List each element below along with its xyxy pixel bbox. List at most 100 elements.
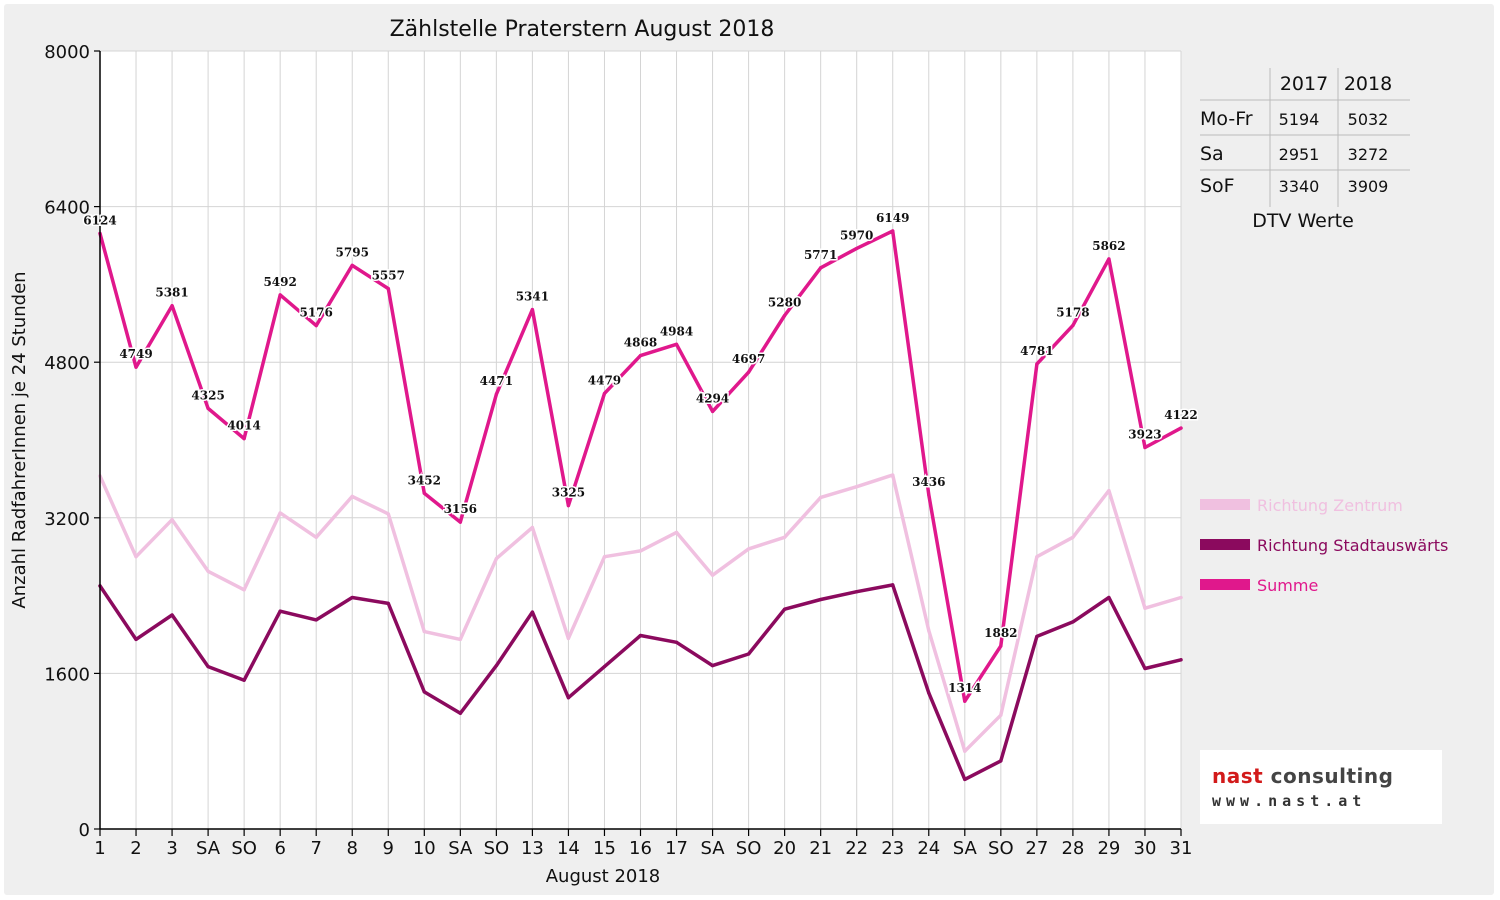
data-label-5: 5492 — [263, 275, 296, 289]
logo-url: www.nast.at — [1212, 792, 1367, 810]
data-label-27: 5178 — [1056, 305, 1089, 319]
x-tick-label-29: 30 — [1134, 838, 1157, 859]
data-label-28: 5862 — [1092, 239, 1125, 253]
x-tick-label-18: SO — [736, 838, 762, 859]
data-label-13: 3325 — [552, 486, 585, 500]
point-richtung-stadtausw-rts-3 — [206, 664, 210, 669]
x-tick-label-10: SA — [448, 838, 473, 859]
legend: Richtung Zentrum Richtung Stadtauswärts Su… — [1200, 496, 1448, 595]
point-richtung-stadtausw-rts-20 — [819, 597, 823, 602]
legend-label-richtung-stadtausw-rts: Richtung Stadtauswärts — [1257, 536, 1448, 555]
x-tick-label-6: 7 — [310, 838, 321, 859]
x-tick-label-25: SO — [988, 838, 1014, 859]
point-richtung-stadtausw-rts-1 — [134, 637, 138, 641]
y-axis-label: Anzahl RadfahrerInnen je 24 Stunden — [9, 271, 30, 608]
point-richtung-stadtausw-rts-23 — [927, 691, 931, 695]
data-label-1: 4749 — [119, 347, 152, 361]
logo-wordmark: nast consulting — [1212, 764, 1393, 788]
y-tick-label-0: 0 — [79, 820, 90, 841]
point-richtung-stadtausw-rts-24 — [963, 777, 967, 782]
point-richtung-stadtausw-rts-25 — [999, 759, 1003, 763]
data-label-10: 3156 — [444, 502, 477, 516]
data-label-8: 5557 — [372, 269, 405, 283]
data-label-29: 3923 — [1128, 427, 1161, 441]
x-tick-label-17: SA — [701, 838, 726, 859]
point-summe-26 — [1035, 362, 1039, 366]
point-summe-4 — [242, 437, 246, 441]
dtv-row-label-sa: Sa — [1200, 143, 1224, 165]
data-label-4: 4014 — [227, 419, 260, 433]
point-summe-29 — [1143, 445, 1147, 450]
point-richtung-zentrum-28 — [1107, 488, 1111, 493]
point-summe-9 — [422, 491, 426, 495]
data-label-23: 3436 — [912, 475, 945, 489]
point-richtung-stadtausw-rts-22 — [891, 583, 895, 587]
chart-title: Zählstelle Praterstern August 2018 — [390, 17, 775, 42]
point-richtung-stadtausw-rts-8 — [386, 601, 390, 605]
point-richtung-stadtausw-rts-7 — [350, 595, 354, 600]
x-tick-label-4: SO — [231, 838, 257, 859]
dtv-cell-sa-2017: 2951 — [1279, 145, 1320, 164]
data-label-15: 4868 — [624, 336, 657, 350]
data-label-16: 4984 — [660, 324, 693, 338]
point-richtung-stadtausw-rts-17 — [710, 664, 715, 668]
legend-swatch-richtung-stadtausw-rts — [1200, 539, 1250, 550]
point-summe-8 — [386, 286, 390, 291]
point-summe-11 — [494, 392, 498, 396]
point-summe-28 — [1107, 257, 1111, 261]
nast-consulting-logo: nast consulting www.nast.at — [1200, 750, 1442, 824]
point-summe-7 — [350, 263, 354, 268]
dtv-header-2018: 2018 — [1344, 73, 1392, 95]
point-richtung-zentrum-19 — [783, 535, 787, 539]
point-summe-12 — [530, 307, 535, 312]
data-label-24: 1314 — [948, 681, 981, 695]
data-label-19: 5280 — [768, 296, 801, 310]
x-tick-label-0: 1 — [94, 838, 105, 859]
data-label-7: 5795 — [336, 245, 369, 259]
x-tick-label-21: 22 — [845, 838, 868, 859]
legend-swatch-richtung-zentrum — [1200, 499, 1250, 510]
x-tick-label-11: SO — [484, 838, 510, 859]
x-tick-label-30: 31 — [1170, 838, 1193, 859]
point-richtung-zentrum-24 — [963, 749, 967, 753]
point-richtung-stadtausw-rts-5 — [278, 609, 282, 613]
point-summe-19 — [783, 313, 787, 318]
point-summe-6 — [314, 324, 318, 328]
logo-wordmark-rest: consulting — [1263, 764, 1394, 788]
point-richtung-zentrum-12 — [530, 525, 535, 530]
point-richtung-zentrum-5 — [278, 511, 282, 515]
point-richtung-stadtausw-rts-16 — [674, 640, 679, 644]
dtv-caption: DTV Werte — [1252, 210, 1354, 232]
data-label-30: 4122 — [1164, 408, 1197, 422]
x-tick-label-1: 2 — [130, 838, 141, 859]
point-richtung-zentrum-17 — [710, 573, 715, 577]
dtv-row-label-mofr: Mo-Fr — [1200, 108, 1253, 130]
point-richtung-zentrum-26 — [1035, 555, 1039, 559]
point-richtung-stadtausw-rts-2 — [170, 613, 174, 617]
point-richtung-zentrum-23 — [927, 629, 931, 633]
y-tick-label-1: 1600 — [44, 664, 90, 685]
x-tick-label-14: 15 — [593, 838, 616, 859]
point-richtung-zentrum-6 — [314, 535, 318, 539]
x-tick-label-23: 24 — [917, 838, 940, 859]
point-summe-13 — [566, 504, 571, 508]
point-richtung-stadtausw-rts-10 — [458, 711, 462, 715]
point-summe-25 — [999, 644, 1003, 648]
point-richtung-zentrum-30 — [1179, 595, 1183, 600]
point-richtung-stadtausw-rts-4 — [242, 678, 246, 682]
point-richtung-zentrum-9 — [422, 629, 426, 634]
point-richtung-zentrum-22 — [891, 473, 895, 477]
point-richtung-stadtausw-rts-26 — [1035, 634, 1039, 639]
point-richtung-stadtausw-rts-18 — [747, 652, 751, 656]
x-tick-label-3: SA — [196, 838, 221, 859]
data-label-21: 5970 — [840, 228, 873, 242]
point-richtung-stadtausw-rts-29 — [1143, 666, 1147, 671]
y-tick-label-4: 6400 — [44, 198, 90, 219]
x-tick-label-12: 13 — [521, 838, 544, 859]
point-richtung-zentrum-14 — [602, 555, 607, 559]
series-lines — [98, 229, 1183, 782]
point-summe-15 — [638, 353, 643, 358]
point-richtung-zentrum-2 — [170, 518, 174, 522]
